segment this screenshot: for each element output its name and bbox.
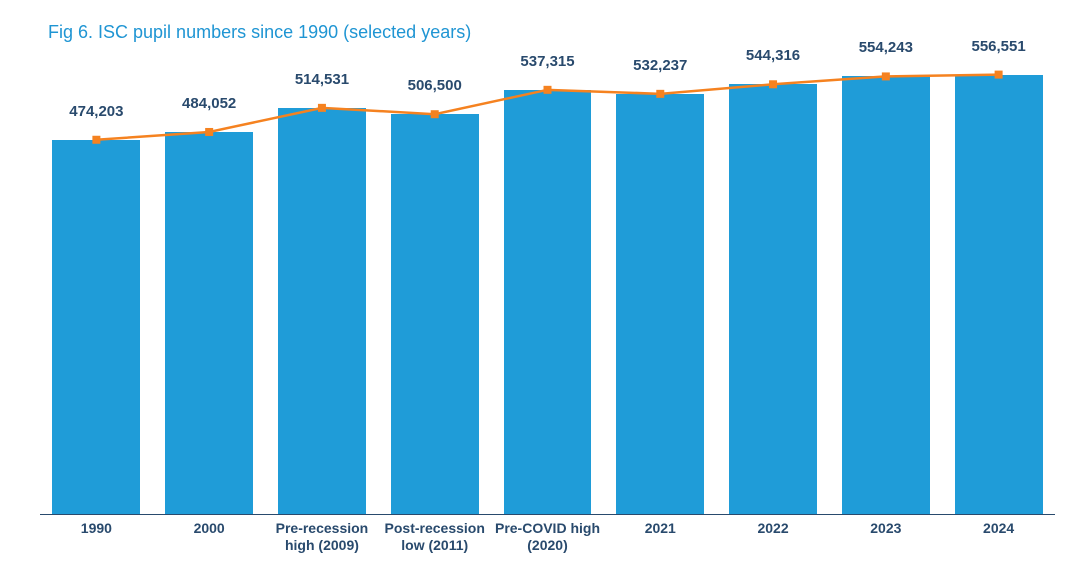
value-label: 474,203 — [69, 103, 123, 120]
value-label: 544,316 — [746, 47, 800, 64]
bar — [616, 94, 704, 515]
plot-area: 474,203484,052514,531506,500537,315532,2… — [40, 60, 1055, 515]
bar — [955, 75, 1043, 515]
value-label: 484,052 — [182, 95, 236, 112]
chart-title: Fig 6. ISC pupil numbers since 1990 (sel… — [48, 22, 471, 43]
x-axis-label: 2023 — [827, 520, 945, 537]
value-label: 532,237 — [633, 57, 687, 74]
x-axis-label: Pre-COVID high (2020) — [488, 520, 606, 554]
x-axis-label: 2000 — [150, 520, 268, 537]
bar — [52, 140, 140, 515]
x-axis-line — [40, 514, 1055, 515]
bar — [278, 108, 366, 515]
value-label: 537,315 — [520, 53, 574, 70]
bar — [504, 90, 592, 515]
bar — [165, 132, 253, 515]
bars-layer: 474,203484,052514,531506,500537,315532,2… — [40, 60, 1055, 515]
bar — [391, 114, 479, 515]
value-label: 556,551 — [971, 38, 1025, 55]
x-axis-label: 2024 — [939, 520, 1057, 537]
x-axis-label: 2022 — [714, 520, 832, 537]
bar — [729, 84, 817, 515]
value-label: 506,500 — [408, 77, 462, 94]
chart-container: Fig 6. ISC pupil numbers since 1990 (sel… — [0, 0, 1080, 574]
value-label: 554,243 — [859, 39, 913, 56]
x-axis-label: 2021 — [601, 520, 719, 537]
x-axis-label: Post-recession low (2011) — [376, 520, 494, 554]
x-axis-label: Pre-recession high (2009) — [263, 520, 381, 554]
bar — [842, 76, 930, 515]
x-axis-labels: 19902000Pre-recession high (2009)Post-re… — [40, 520, 1055, 570]
x-axis-label: 1990 — [37, 520, 155, 537]
value-label: 514,531 — [295, 71, 349, 88]
